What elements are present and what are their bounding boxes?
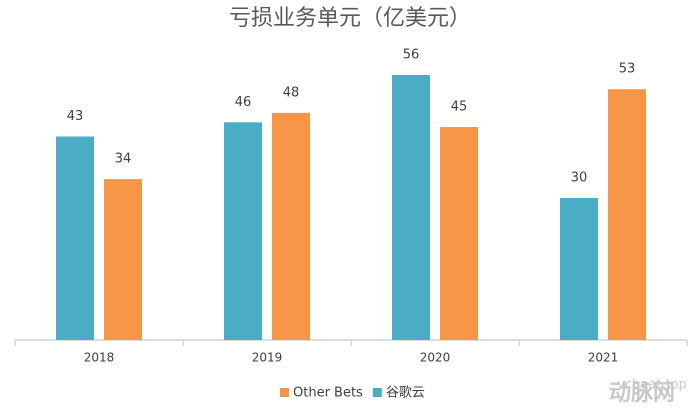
chart-title: 亏损业务单元（亿美元） xyxy=(229,6,471,31)
watermark-logo: 动脉网 xyxy=(609,381,675,406)
bar xyxy=(272,112,310,340)
legend-label: 谷歌云 xyxy=(386,386,425,401)
bar xyxy=(104,179,142,340)
x-tick-label: 2020 xyxy=(420,351,451,365)
value-label: 53 xyxy=(619,62,636,77)
legend-swatch xyxy=(372,388,382,397)
value-label: 48 xyxy=(283,85,300,100)
value-label: 30 xyxy=(571,171,588,186)
value-label: 34 xyxy=(115,152,132,167)
x-tick-label: 2021 xyxy=(588,351,619,365)
legend-swatch xyxy=(280,388,289,397)
bar xyxy=(608,89,646,340)
watermark: vcbeat.top xyxy=(617,378,687,393)
value-label: 46 xyxy=(235,95,252,110)
x-tick-label: 2018 xyxy=(84,351,115,365)
bar xyxy=(56,136,94,340)
bar xyxy=(560,198,598,340)
bar xyxy=(224,122,262,340)
x-tick-label: 2019 xyxy=(252,351,283,365)
value-label: 43 xyxy=(67,109,84,124)
value-label: 45 xyxy=(451,100,468,115)
bar xyxy=(392,75,430,340)
value-label: 56 xyxy=(403,48,420,63)
legend-label: Other Bets xyxy=(293,386,363,401)
bar xyxy=(440,127,478,340)
